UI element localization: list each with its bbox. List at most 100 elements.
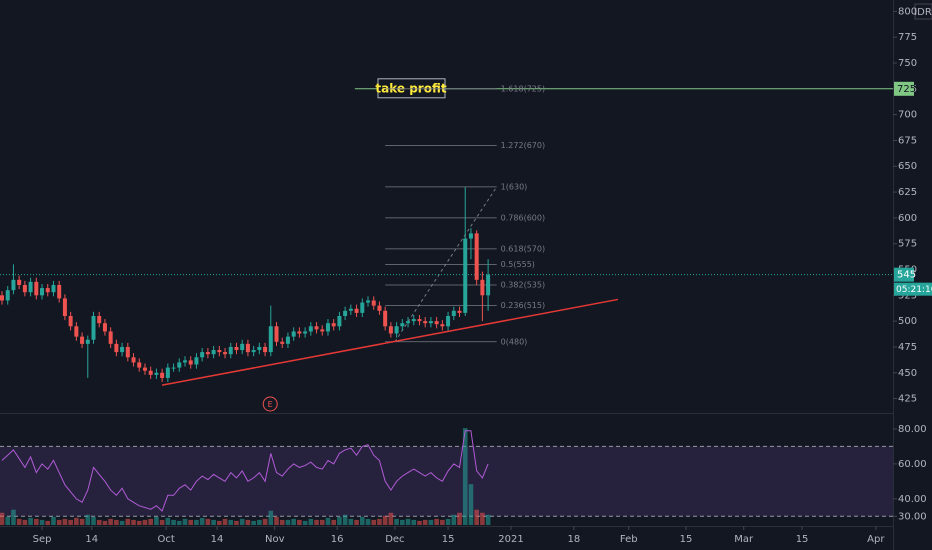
volume-bar xyxy=(365,518,371,525)
y-tick-label: 600 xyxy=(898,213,917,224)
candle-body xyxy=(388,326,393,334)
volume-bar xyxy=(119,520,125,525)
volume-bar xyxy=(239,518,245,525)
volume-bar xyxy=(171,519,176,525)
candle-body xyxy=(291,331,296,337)
volume-bar xyxy=(434,518,439,525)
candle-body xyxy=(183,360,188,363)
candle-body xyxy=(457,310,462,313)
volume-bar xyxy=(314,519,319,525)
candle-body xyxy=(160,372,165,378)
volume-bar xyxy=(371,519,377,525)
candle-body xyxy=(0,295,5,301)
rsi-tick-label: 80.00 xyxy=(898,424,927,435)
y-tick-label: 750 xyxy=(898,58,917,69)
candle-body xyxy=(406,321,411,324)
volume-bar xyxy=(440,519,445,525)
x-tick-label: 14 xyxy=(85,534,98,545)
volume-bar xyxy=(480,512,485,525)
volume-bar xyxy=(56,519,62,525)
volume-bar xyxy=(199,517,205,525)
volume-bar xyxy=(39,519,45,525)
rsi-tick-label: 30.00 xyxy=(898,511,927,522)
volume-bar xyxy=(342,514,348,525)
candle-body xyxy=(440,324,445,327)
volume-bar xyxy=(11,509,16,525)
take-profit-badge xyxy=(894,81,914,96)
countdown: 05:21:10 xyxy=(896,285,932,295)
y-tick-label: 525 xyxy=(898,290,917,301)
candle-body xyxy=(142,367,147,371)
y-tick-label: 650 xyxy=(898,161,917,172)
candle-body xyxy=(51,284,56,293)
volume-bar xyxy=(325,517,331,525)
candle-body xyxy=(251,350,256,353)
volume-bar xyxy=(462,428,468,525)
volume-bar xyxy=(474,509,479,525)
candle-body xyxy=(62,298,67,316)
y-tick-label: 425 xyxy=(898,394,917,405)
volume-bar xyxy=(291,518,296,525)
earnings-label: E xyxy=(268,400,273,409)
volume-bar xyxy=(451,514,457,525)
candle-body xyxy=(468,233,473,239)
candle-body xyxy=(280,341,285,344)
candle-body xyxy=(394,326,399,334)
volume-bar xyxy=(45,520,51,525)
candle-body xyxy=(486,274,491,296)
volume-bar xyxy=(251,520,256,525)
candle-body xyxy=(400,323,405,327)
candle-body xyxy=(446,315,451,327)
candle-body xyxy=(257,346,262,351)
volume-bar xyxy=(102,520,108,525)
volume-bar xyxy=(136,520,142,525)
volume-bar xyxy=(417,520,422,525)
candle-body xyxy=(148,370,153,375)
y-tick-label: 500 xyxy=(898,316,917,327)
fib-swing xyxy=(394,186,498,343)
volume-bar xyxy=(62,518,68,525)
volume-bar xyxy=(154,516,159,525)
y-tick-label: 675 xyxy=(898,135,917,146)
candle-body xyxy=(22,284,27,293)
currency-box xyxy=(914,3,932,20)
fib-label: 0.236(515) xyxy=(501,301,545,310)
candle-body xyxy=(57,284,62,299)
volume-bar xyxy=(217,520,222,525)
volume-bar xyxy=(108,518,113,525)
candle-body xyxy=(331,323,336,327)
rsi-tick-label: 60.00 xyxy=(898,459,927,470)
candle-body xyxy=(348,308,353,311)
candle-body xyxy=(451,310,456,316)
volume-bar xyxy=(394,518,399,525)
candle-body xyxy=(120,346,125,353)
y-tick-label: 450 xyxy=(898,368,917,379)
y-tick-label: 575 xyxy=(898,239,917,250)
y-tick-label: 700 xyxy=(898,110,917,121)
candle-body xyxy=(108,331,113,344)
volume-bar xyxy=(165,517,171,525)
volume-bar xyxy=(297,519,302,525)
candle-body xyxy=(360,302,365,313)
x-tick-label: Nov xyxy=(265,534,285,545)
candle-body xyxy=(17,279,22,285)
volume-bar xyxy=(194,519,199,525)
trendline xyxy=(161,298,619,386)
candle-body xyxy=(423,321,428,324)
volume-bar xyxy=(257,519,262,525)
candle-body xyxy=(154,372,159,375)
volume-bar xyxy=(382,515,388,525)
candle-body xyxy=(337,315,342,327)
volume-bar xyxy=(0,512,5,525)
volume-bar xyxy=(388,512,394,525)
volume-bar xyxy=(91,516,96,525)
candle-body xyxy=(114,343,119,353)
candle-body xyxy=(245,343,250,353)
countdown-badge xyxy=(894,282,932,296)
candle-body xyxy=(366,300,371,303)
rsi-tick-label: 40.00 xyxy=(898,494,927,505)
earnings-marker xyxy=(262,396,278,412)
candle-body xyxy=(320,329,325,332)
volume-bar xyxy=(445,518,451,525)
candle-body xyxy=(205,352,210,355)
